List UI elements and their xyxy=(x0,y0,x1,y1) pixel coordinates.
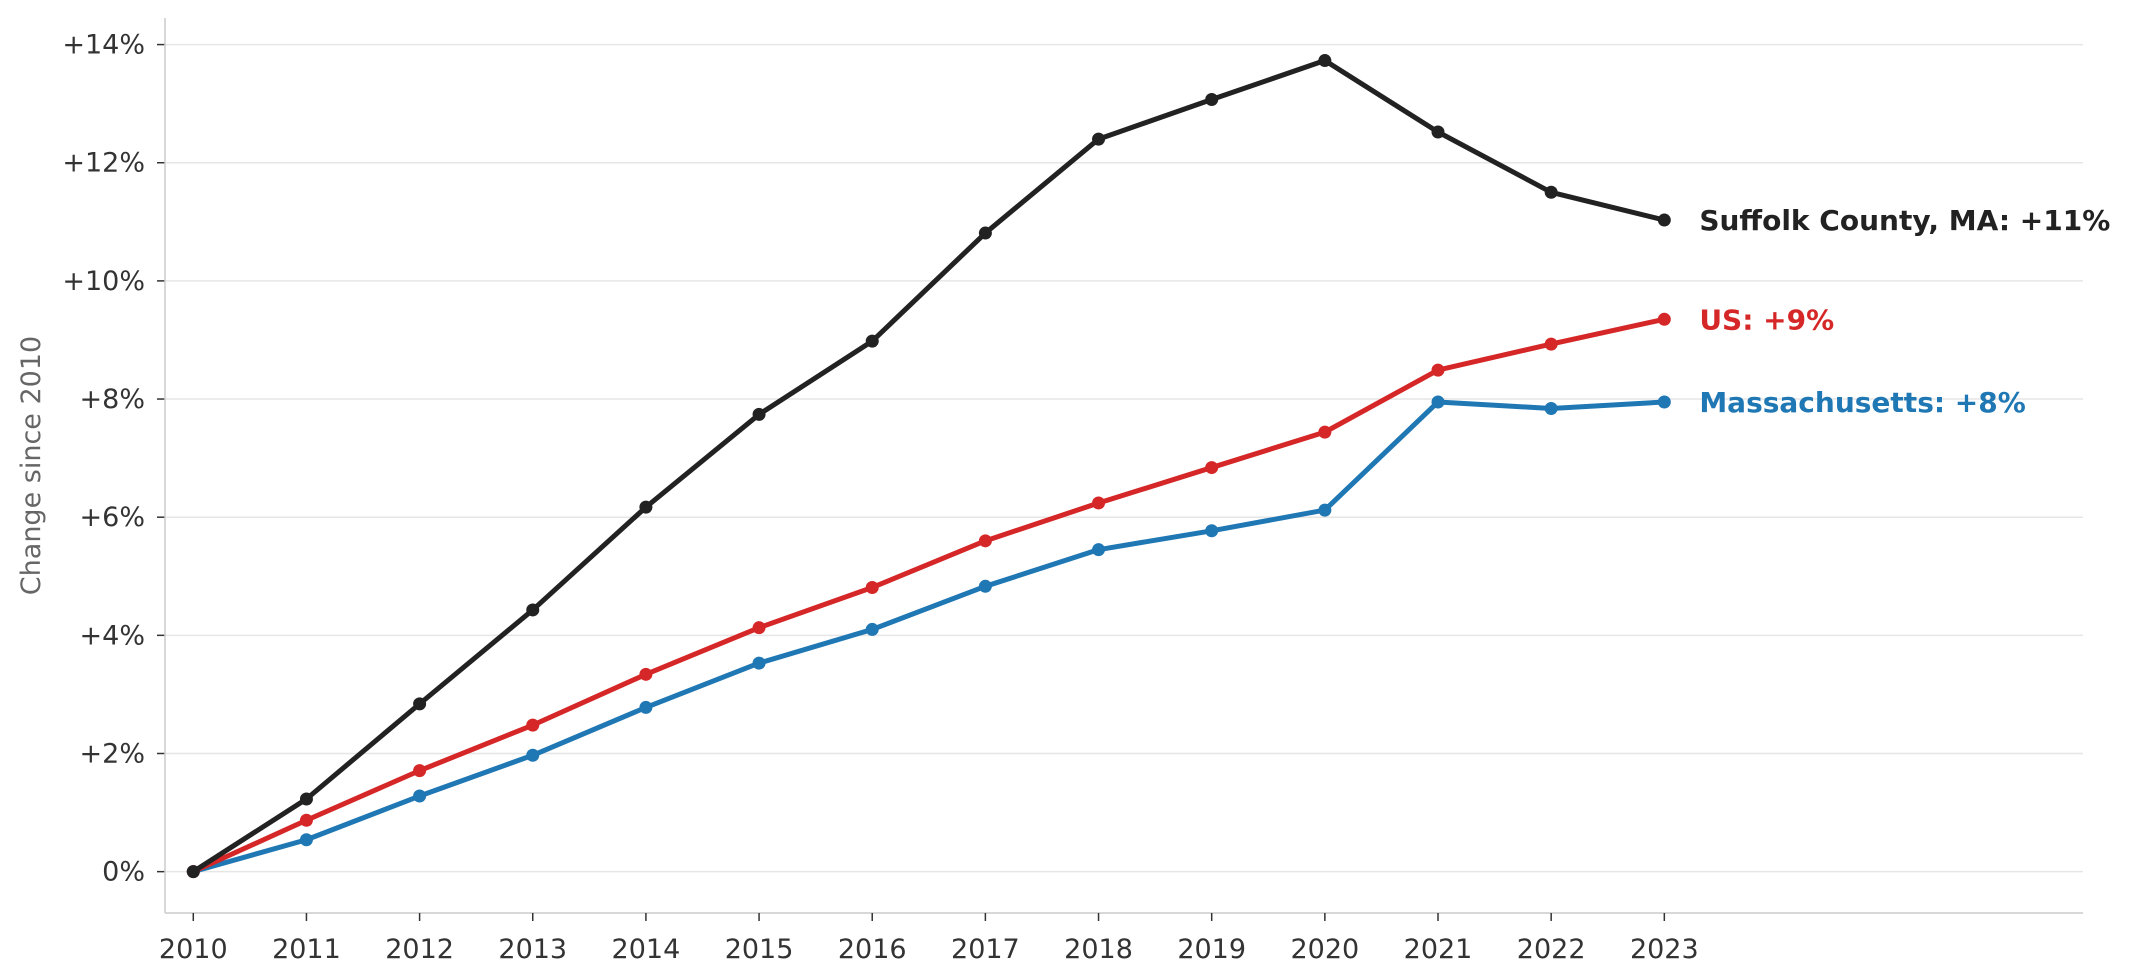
series-end-label: US: +9% xyxy=(1699,303,1834,336)
y-tick-label: +4% xyxy=(80,620,145,651)
y-tick-label: +6% xyxy=(80,502,145,533)
data-point xyxy=(752,407,766,421)
data-point xyxy=(299,833,313,847)
data-point xyxy=(752,621,766,635)
data-point xyxy=(978,579,992,593)
x-tick-label: 2017 xyxy=(951,934,1020,965)
x-tick-label: 2010 xyxy=(159,934,228,965)
data-point xyxy=(1205,524,1219,538)
series-line xyxy=(190,58,1667,875)
data-point xyxy=(865,580,879,594)
x-tick-label: 2016 xyxy=(838,934,907,965)
data-point xyxy=(1092,132,1106,146)
x-tick-label: 2019 xyxy=(1177,934,1246,965)
data-point xyxy=(1318,54,1332,68)
y-axis-title: Change since 2010 xyxy=(16,336,47,595)
data-point xyxy=(1092,496,1106,510)
data-point xyxy=(526,748,540,762)
data-point xyxy=(865,334,879,348)
y-tick-label: +12% xyxy=(62,148,145,179)
data-point xyxy=(1431,363,1445,377)
series-line xyxy=(190,399,1667,875)
y-tick-label: +8% xyxy=(80,384,145,415)
data-point xyxy=(413,697,427,711)
data-point xyxy=(1318,425,1332,439)
data-point xyxy=(1657,395,1671,409)
data-point xyxy=(865,622,879,636)
data-point xyxy=(639,667,653,681)
data-point xyxy=(1205,93,1219,107)
x-tick-label: 2020 xyxy=(1290,934,1359,965)
series-end-label: Suffolk County, MA: +11% xyxy=(1699,204,2110,237)
data-point xyxy=(299,813,313,827)
data-point xyxy=(1431,125,1445,139)
data-point xyxy=(1544,401,1558,415)
x-tick-label: 2013 xyxy=(498,934,567,965)
data-point xyxy=(186,865,200,879)
gridlines xyxy=(165,43,2083,873)
x-tick-label: 2012 xyxy=(385,934,454,965)
data-point xyxy=(639,700,653,714)
data-point xyxy=(1318,503,1332,517)
x-tick-label: 2023 xyxy=(1630,934,1699,965)
x-tick-label: 2021 xyxy=(1404,934,1473,965)
y-tick-label: +10% xyxy=(62,266,145,297)
data-point xyxy=(1657,312,1671,326)
data-point xyxy=(1205,461,1219,475)
data-point xyxy=(413,764,427,778)
y-tick-label: 0% xyxy=(102,857,145,888)
data-point xyxy=(1544,185,1558,199)
axes: 0% +2% +4% +6% +8% +10% +12% +14% 2010 2011 2012 20… xyxy=(62,18,2083,965)
x-tick-label: 2014 xyxy=(612,934,681,965)
series-line xyxy=(190,316,1667,875)
x-tick-label: 2022 xyxy=(1517,934,1586,965)
data-point xyxy=(752,656,766,670)
data-point xyxy=(1092,543,1106,557)
data-point xyxy=(413,789,427,803)
x-tick-label: 2018 xyxy=(1064,934,1133,965)
y-tick-label: +2% xyxy=(80,738,145,769)
data-point xyxy=(299,792,313,806)
series-end-label: Massachusetts: +8% xyxy=(1699,386,2025,419)
series-lines xyxy=(186,54,1671,879)
end-labels: Suffolk County, MA: +11% US: +9% Massachus… xyxy=(1699,204,2110,419)
data-point xyxy=(1431,395,1445,409)
x-tick-label: 2015 xyxy=(725,934,794,965)
data-point xyxy=(1657,213,1671,227)
y-tick-label: +14% xyxy=(62,30,145,61)
data-point xyxy=(1544,337,1558,351)
data-point xyxy=(526,603,540,617)
data-point xyxy=(639,500,653,514)
data-point xyxy=(526,718,540,732)
data-point xyxy=(978,226,992,240)
data-point xyxy=(978,534,992,548)
x-tick-label: 2011 xyxy=(272,934,341,965)
